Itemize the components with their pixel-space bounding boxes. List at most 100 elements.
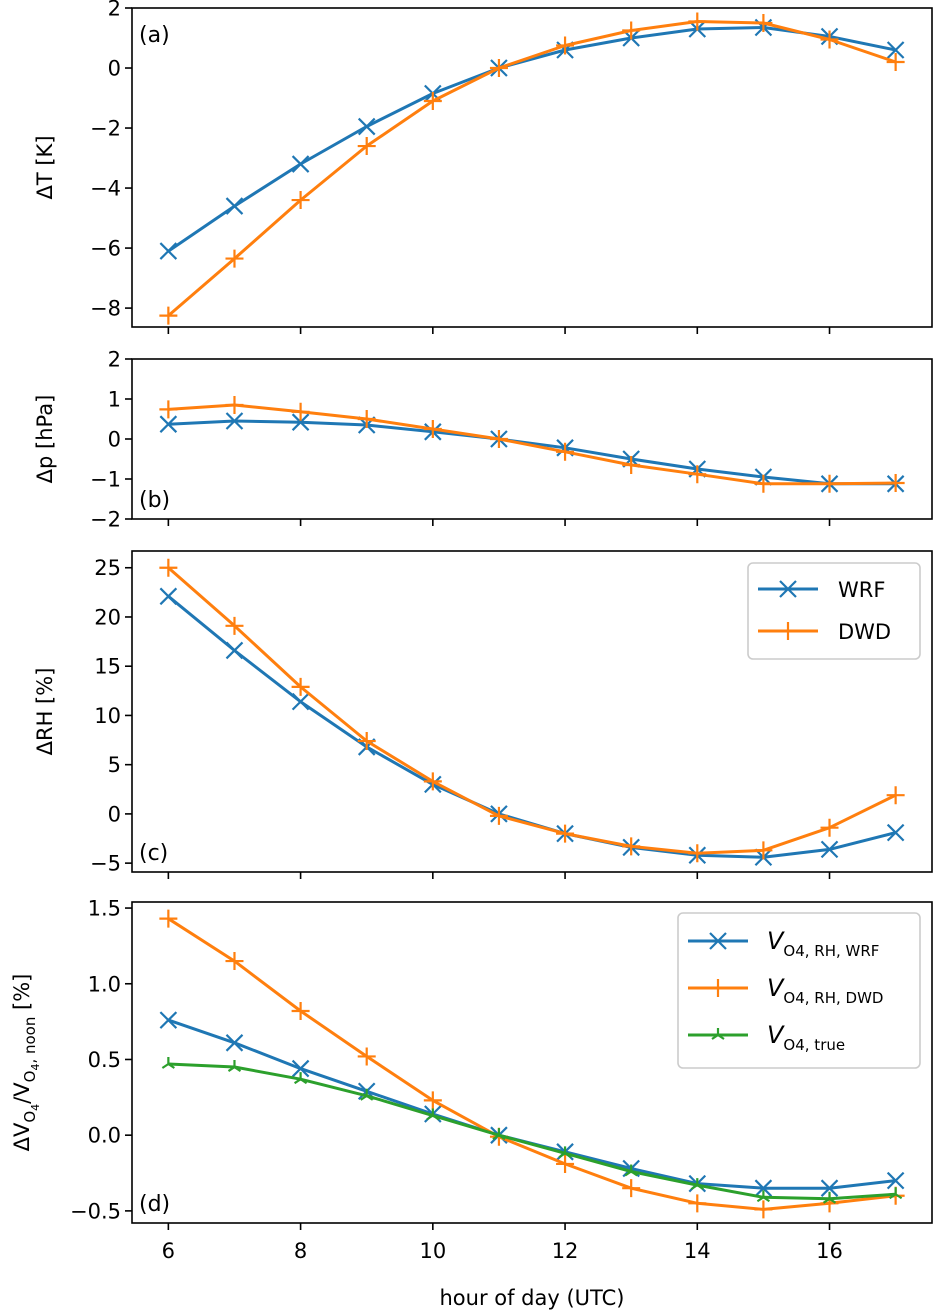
x-tick-label: 12: [552, 1239, 579, 1263]
data-point: [159, 242, 178, 260]
legend-frame: [747, 562, 921, 660]
y-tick-label: −1: [90, 468, 121, 492]
legend-entry: DWD: [758, 620, 891, 644]
y-tick-label: 20: [94, 605, 121, 629]
data-point: [622, 837, 641, 856]
data-point: [886, 786, 905, 805]
data-point: [820, 30, 839, 49]
legend-label: WRF: [838, 578, 885, 602]
y-tick-label: −5: [90, 852, 121, 876]
y-tick-label: 0.5: [88, 1048, 121, 1072]
legend-marker: [779, 622, 797, 640]
y-tick-label: 1: [108, 388, 121, 412]
legend-entry: VO4, RH, WRF: [688, 927, 879, 960]
data-point: [754, 14, 773, 33]
y-tick-label: −6: [90, 237, 121, 261]
data-point: [225, 197, 244, 215]
y-axis-label: ΔRH [%]: [33, 668, 57, 756]
data-point: [492, 1128, 506, 1141]
legend-marker: [779, 580, 797, 598]
y-tick-label: 0: [108, 428, 121, 452]
data-point: [227, 1060, 242, 1072]
data-point: [423, 92, 442, 111]
data-point: [489, 806, 508, 825]
data-point: [159, 400, 178, 419]
data-point: [688, 12, 707, 31]
data-point: [357, 1047, 376, 1066]
data-point: [754, 841, 773, 860]
panel-d: −0.5 0.0 0.5 1.0 1.5 6 8 10 12 14 16 (d) ΔVO4/VO4, n…: [10, 897, 933, 1310]
legend-label: VO4, RH, DWD: [767, 974, 883, 1007]
y-tick-label: −2: [90, 117, 121, 141]
panel-label: (a): [139, 23, 170, 48]
data-point: [886, 41, 905, 59]
data-point: [225, 952, 244, 971]
data-point: [159, 415, 178, 433]
legend-label: VO4, RH, WRF: [767, 927, 879, 960]
x-tick-label: 8: [294, 1239, 307, 1263]
data-point: [225, 396, 244, 414]
legend-frame: [677, 912, 921, 1069]
data-point: [291, 692, 310, 711]
data-point: [822, 1191, 837, 1204]
y-tick-label: 0: [108, 802, 121, 826]
series-wrf: [159, 412, 905, 493]
y-axis-label: ΔT [K]: [33, 135, 57, 199]
data-point: [291, 155, 310, 173]
data-point: [360, 1088, 374, 1101]
series-line: [168, 419, 896, 486]
data-point: [688, 844, 707, 863]
panel-c: −5 0 5 10 15 20 25 (c) ΔRH [%] WRF DWD: [33, 550, 933, 879]
data-point: [291, 1059, 310, 1078]
data-point: [688, 465, 707, 484]
data-point: [820, 840, 839, 859]
legend-label: DWD: [838, 620, 891, 644]
data-point: [225, 616, 244, 635]
panel-label: (c): [139, 841, 168, 866]
series-dwd: [159, 396, 905, 493]
data-point: [159, 1011, 178, 1029]
legend-marker: [709, 932, 727, 950]
x-tick-label: 16: [816, 1239, 843, 1263]
data-point: [159, 558, 178, 577]
data-point: [556, 442, 575, 461]
legend: WRF DWD: [747, 562, 921, 660]
data-point: [886, 823, 905, 842]
y-tick-label: 25: [94, 556, 121, 580]
series-dwd: [159, 12, 905, 325]
y-tick-label: 0: [108, 57, 121, 81]
axes-frame: [131, 550, 933, 873]
axes-frame: [131, 7, 933, 328]
y-tick-label: 0.0: [88, 1124, 121, 1148]
data-point: [489, 59, 508, 78]
data-point: [556, 36, 575, 55]
y-tick-label: −2: [90, 508, 121, 532]
data-point: [886, 474, 905, 492]
series-v-o4-rh-dwd: [159, 909, 905, 1219]
y-tick-label: 1.5: [88, 897, 121, 921]
data-point: [756, 1190, 771, 1203]
data-point: [426, 1108, 440, 1121]
panel-b: −2 −1 0 1 2 (b) Δp [hPa]: [33, 348, 933, 532]
y-tick-label: −8: [90, 297, 121, 321]
data-point: [159, 306, 178, 325]
data-point: [225, 1034, 244, 1052]
data-point: [754, 1200, 773, 1219]
data-point: [489, 430, 508, 448]
legend-entry: VO4, true: [688, 1021, 845, 1054]
data-point: [423, 420, 442, 438]
y-tick-label: 1.0: [88, 972, 121, 996]
series-line: [167, 26, 896, 253]
data-point: [624, 1164, 638, 1177]
data-point: [225, 641, 244, 660]
data-point: [886, 53, 905, 72]
series-line: [167, 20, 897, 317]
legend-entry: WRF: [758, 578, 885, 602]
data-point: [291, 191, 310, 210]
panel-label: (b): [139, 488, 170, 513]
data-point: [556, 1154, 575, 1173]
data-point: [225, 249, 244, 268]
data-point: [889, 1187, 903, 1200]
y-tick-label: −0.5: [70, 1199, 121, 1223]
y-axis-label: ΔVO4/VO4, noon [%]: [10, 974, 42, 1152]
